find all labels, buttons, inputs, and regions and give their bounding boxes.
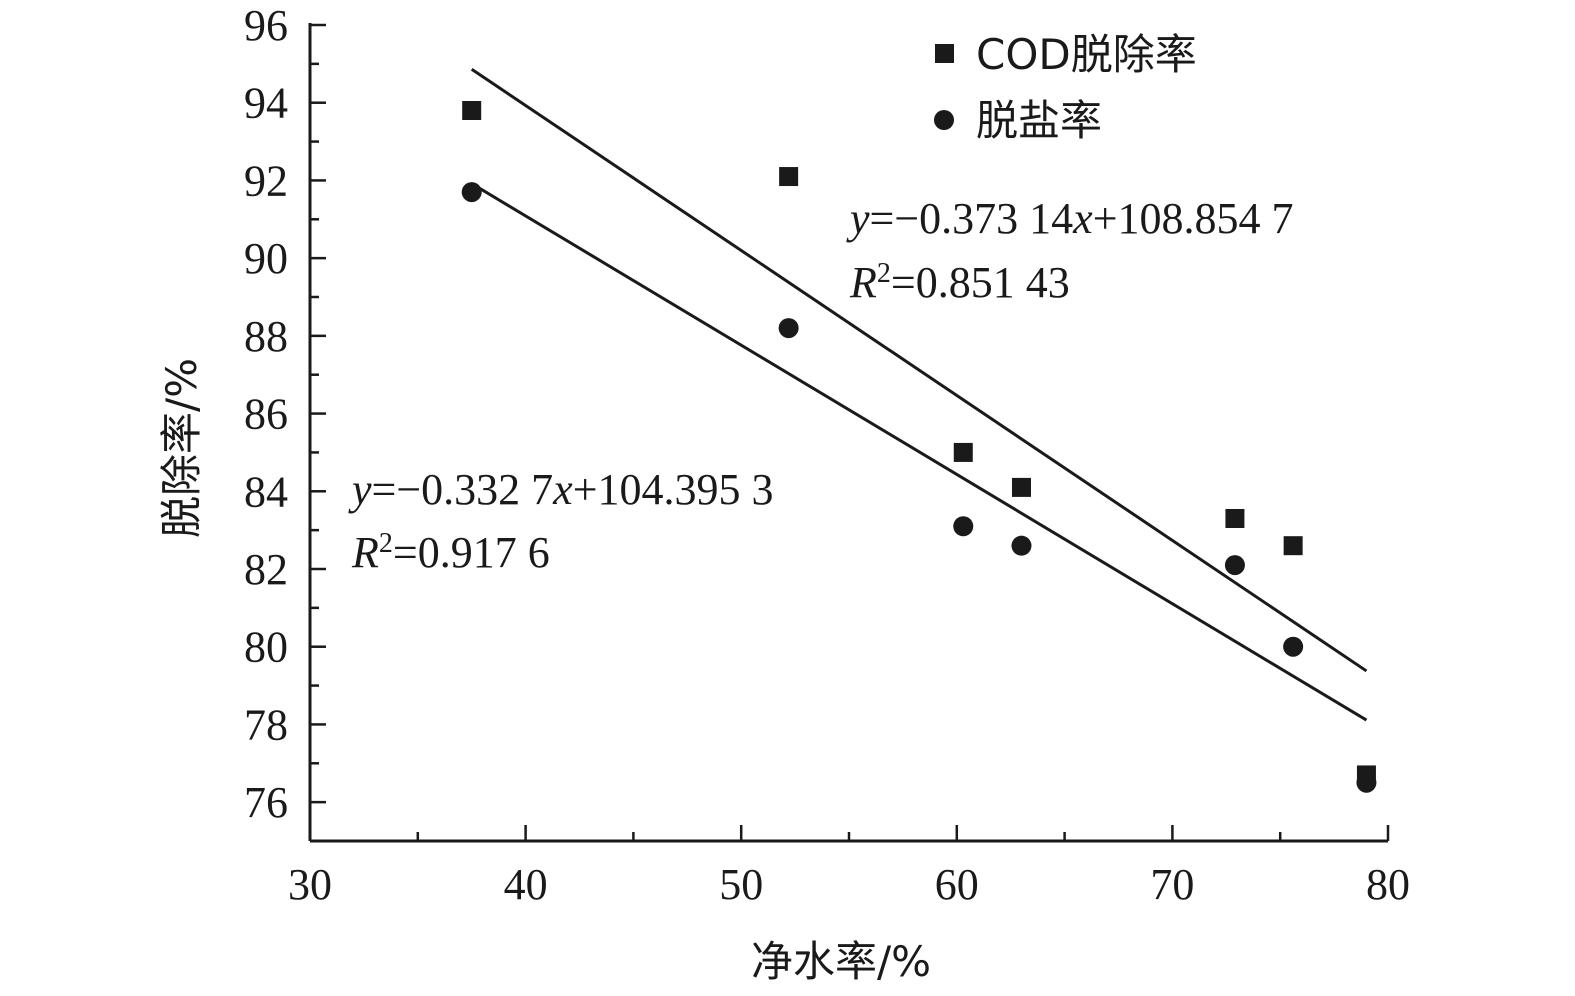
x-tick-label: 60 bbox=[935, 860, 979, 909]
y-tick-label: 82 bbox=[244, 545, 288, 594]
axes: 30 40 50 60 70 80 76 78 80 82 84 86 88 90 92 94 96 bbox=[244, 1, 1410, 909]
cod-fit-equation: y=−0.373 14x+108.854 7 bbox=[846, 194, 1294, 243]
desalination-point bbox=[1356, 772, 1377, 793]
x-tick-label: 40 bbox=[504, 860, 548, 909]
y-tick-label: 92 bbox=[244, 156, 288, 205]
x-tick-label: 30 bbox=[288, 860, 332, 909]
x-tick-label: 50 bbox=[719, 860, 763, 909]
desalination-point bbox=[778, 318, 799, 339]
x-tick-label: 80 bbox=[1366, 860, 1410, 909]
y-tick-label: 78 bbox=[244, 700, 288, 749]
y-tick-label: 76 bbox=[244, 778, 288, 827]
x-tick-label: 70 bbox=[1150, 860, 1194, 909]
legend-label-desalination: 脱盐率 bbox=[976, 96, 1102, 145]
legend: COD脱除率 脱盐率 bbox=[934, 30, 1197, 145]
cod-point bbox=[1283, 536, 1303, 556]
cod-point bbox=[1225, 508, 1245, 528]
desalination-fit-line bbox=[470, 182, 1368, 722]
desalination-point bbox=[953, 516, 974, 537]
y-axis-title: 脱除率/% bbox=[157, 358, 206, 538]
y-tick-label: 96 bbox=[244, 1, 288, 50]
data-markers bbox=[461, 100, 1377, 793]
fit-equation-annotations: y=−0.373 14x+108.854 7 R2=0.851 43 y=−0.33… bbox=[348, 194, 1294, 577]
y-tick-label: 86 bbox=[244, 390, 288, 439]
desalination-point bbox=[1011, 535, 1032, 556]
desalination-point bbox=[1283, 636, 1304, 657]
desalination-point bbox=[461, 182, 482, 203]
cod-point bbox=[462, 100, 482, 120]
legend-square-marker bbox=[935, 44, 954, 63]
x-axis-title: 净水率/% bbox=[751, 937, 931, 986]
y-tick-label: 94 bbox=[244, 79, 288, 128]
cod-fit-line bbox=[470, 67, 1368, 673]
cod-r-squared: R2=0.851 43 bbox=[849, 258, 1070, 308]
y-tick-label: 80 bbox=[244, 623, 288, 672]
y-tick-label: 88 bbox=[244, 312, 288, 361]
cod-point bbox=[1011, 477, 1031, 497]
legend-label-cod: COD脱除率 bbox=[976, 30, 1197, 79]
y-tick-label: 84 bbox=[244, 467, 288, 516]
fit-lines bbox=[470, 67, 1368, 722]
legend-circle-marker bbox=[934, 110, 954, 130]
y-tick-label: 90 bbox=[244, 234, 288, 283]
desalination-r-squared: R2=0.917 6 bbox=[351, 528, 550, 578]
cod-point bbox=[953, 442, 973, 462]
cod-point bbox=[779, 167, 799, 187]
desalination-point bbox=[1224, 555, 1245, 576]
desalination-fit-equation: y=−0.332 7x+104.395 3 bbox=[348, 465, 774, 514]
